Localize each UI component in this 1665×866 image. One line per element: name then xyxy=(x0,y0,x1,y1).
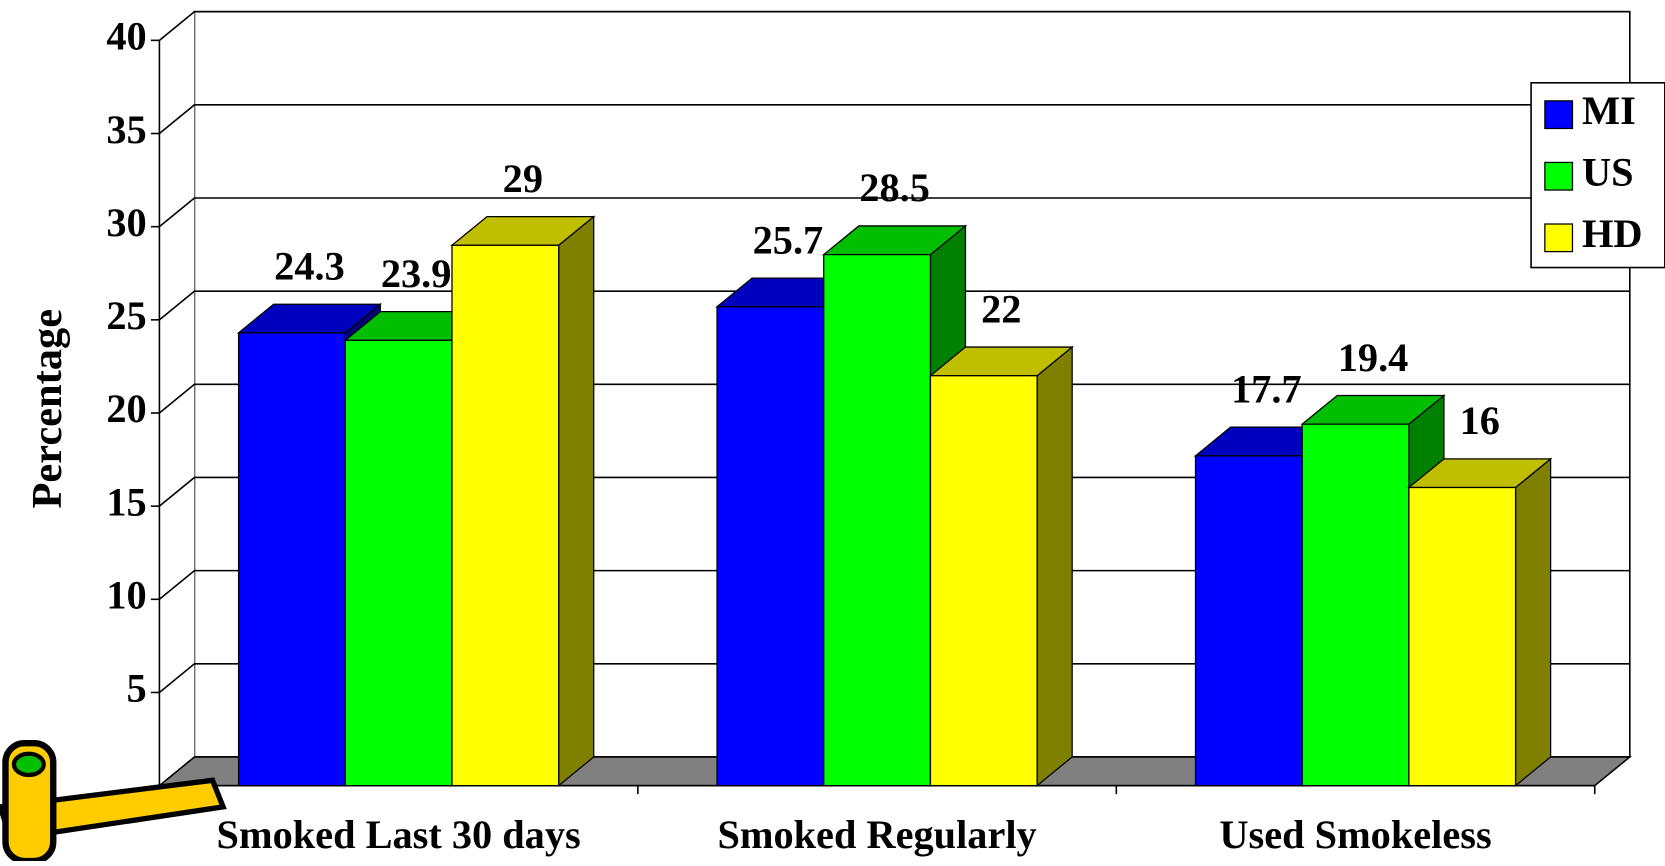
bar-front xyxy=(823,253,932,787)
bar-front xyxy=(451,244,560,787)
bar xyxy=(450,215,596,787)
y-tick-label: 5 xyxy=(127,666,147,711)
legend-label: US xyxy=(1582,149,1634,194)
legend-swatch xyxy=(1544,100,1574,130)
y-tick-label: 20 xyxy=(106,386,146,431)
value-label: 25.7 xyxy=(753,217,824,262)
y-tick-label: 10 xyxy=(106,573,146,618)
value-label: 17.7 xyxy=(1231,366,1302,411)
grid-line xyxy=(158,104,1630,135)
legend-swatch xyxy=(1544,161,1574,191)
value-label: 16 xyxy=(1460,398,1500,443)
x-tick-label: Smoked Last 30 days xyxy=(217,812,581,857)
value-label: 28.5 xyxy=(859,165,930,210)
y-tick-label: 25 xyxy=(106,293,146,338)
grid-line xyxy=(158,10,1630,41)
y-tick-label: 30 xyxy=(106,200,146,245)
y-tick-label: 15 xyxy=(106,479,146,524)
legend-label: MI xyxy=(1582,88,1636,133)
grid-line xyxy=(158,290,1630,321)
y-tick-label: 35 xyxy=(106,107,146,152)
value-label: 23.9 xyxy=(381,251,452,296)
x-tick-label: Smoked Regularly xyxy=(717,812,1036,857)
legend-swatch xyxy=(1544,223,1574,253)
grid-line xyxy=(158,476,1630,507)
y-axis-label: Percentage xyxy=(24,309,71,509)
value-label: 22 xyxy=(981,286,1021,331)
clip-art-shape xyxy=(11,751,46,778)
bar-front xyxy=(344,339,453,787)
grid-line xyxy=(158,383,1630,414)
grid-line xyxy=(158,569,1630,600)
bar-side xyxy=(1514,457,1552,787)
x-tick-label: Used Smokeless xyxy=(1219,812,1491,857)
legend-label: HD xyxy=(1582,211,1643,256)
bar-front xyxy=(1301,423,1410,787)
grid-line xyxy=(158,197,1630,228)
y-tick-label: 40 xyxy=(106,14,146,59)
bar-front xyxy=(237,332,346,787)
value-label: 24.3 xyxy=(274,243,345,288)
grid-line xyxy=(158,663,1630,694)
bar-front xyxy=(1408,486,1517,787)
bar-side xyxy=(1036,345,1073,787)
bar-side xyxy=(558,215,595,787)
bar xyxy=(928,345,1074,787)
bar-front xyxy=(929,375,1038,787)
value-label: 19.4 xyxy=(1338,335,1409,380)
value-label: 29 xyxy=(503,156,543,201)
bar-front xyxy=(1194,455,1303,787)
bar-front xyxy=(716,306,825,787)
bar xyxy=(1407,457,1553,787)
